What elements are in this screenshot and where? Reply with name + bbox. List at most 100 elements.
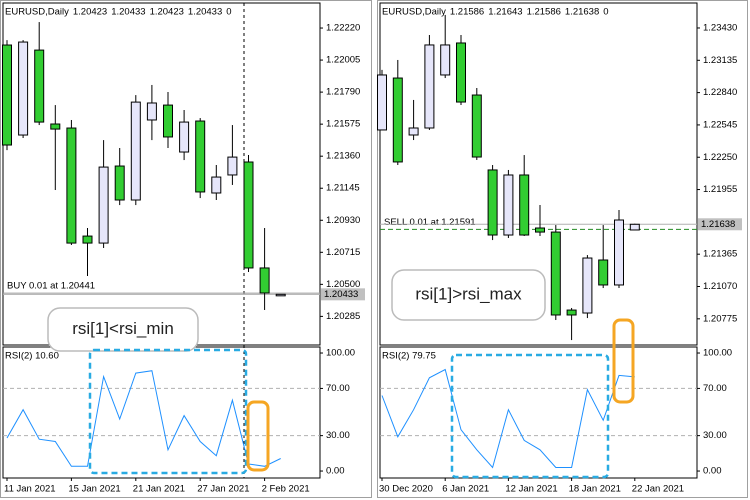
candle-body	[211, 176, 222, 194]
x-tick-label: 21 Jan 2021	[133, 484, 185, 495]
y-tick-label: 1.21365	[703, 249, 737, 260]
y-tick-label: 1.21145	[326, 183, 360, 194]
candle-body	[146, 102, 157, 121]
y-tick-label: 1.21790	[326, 87, 360, 98]
x-tick-label: 11 Jan 2021	[4, 484, 56, 495]
candle-body	[259, 267, 270, 294]
x-tick-label: 18 Jan 2021	[569, 484, 621, 495]
candle-body	[550, 231, 561, 316]
candle-body	[18, 41, 29, 136]
candle-body	[535, 227, 545, 233]
x-tick-label: 2 Feb 2021	[262, 484, 310, 495]
header-value: 1.21643	[488, 7, 522, 18]
candle-body	[66, 127, 77, 244]
indicator-title: RSI(2) 79.75	[382, 351, 436, 362]
candle-body	[392, 77, 403, 163]
candle-body	[275, 293, 286, 297]
y-tick-label: 30.00	[326, 430, 350, 441]
x-tick-label: 15 Jan 2021	[68, 484, 120, 495]
candle-body	[195, 120, 206, 193]
y-tick-label: 1.21070	[703, 281, 737, 292]
highlight-box	[450, 353, 610, 479]
y-tick-label: 1.22220	[326, 23, 360, 34]
candle-body	[424, 44, 435, 129]
y-tick-label: 1.22545	[703, 119, 737, 130]
candle-body	[629, 223, 640, 231]
x-tick-label: 12 Jan 2021	[505, 484, 557, 495]
header-value: 1.20433	[188, 7, 222, 18]
header-value: 1.20423	[73, 7, 107, 18]
y-tick-label: 100.00	[703, 348, 732, 359]
x-tick-label: 6 Jan 2021	[442, 484, 489, 495]
y-tick-label: 100.00	[326, 348, 355, 359]
highlight-marker	[246, 400, 270, 472]
candle-body	[50, 123, 61, 130]
y-tick-label: 0.00	[703, 466, 722, 477]
indicator-panel	[379, 346, 698, 479]
header-symbol: EURUSD,Daily	[382, 7, 446, 18]
y-tick-label: 1.20715	[326, 247, 360, 258]
candle-body	[243, 161, 254, 269]
highlight-marker	[612, 318, 635, 404]
indicator-line	[381, 368, 635, 469]
header-value: 1.20433	[111, 7, 145, 18]
x-tick-label: 22 Jan 2021	[632, 484, 684, 495]
indicator-title: RSI(2) 10.60	[5, 351, 59, 362]
header-value: 1.21638	[565, 7, 599, 18]
y-tick-label: 1.23135	[703, 55, 737, 66]
y-tick-label: 70.00	[326, 383, 350, 394]
annotation: rsi[1]>rsi_max	[415, 284, 522, 303]
y-tick-label: 1.21360	[326, 151, 360, 162]
y-tick-label: 1.22250	[703, 152, 737, 163]
candle-body	[179, 121, 190, 153]
y-tick-label: 1.23430	[703, 22, 737, 33]
candle-body	[34, 49, 45, 123]
y-tick-label: 1.22840	[703, 87, 737, 98]
candle-body	[114, 165, 125, 201]
candle-body	[614, 219, 624, 286]
price-tag-label: 1.20433	[324, 289, 358, 300]
candle-body	[566, 309, 577, 316]
candle-body	[519, 174, 530, 236]
candle-body	[598, 259, 609, 286]
candle-body	[487, 169, 498, 236]
header-value: 1.21586	[450, 7, 484, 18]
header-value: 0	[226, 7, 231, 18]
y-tick-label: 70.00	[703, 383, 727, 394]
candle-body	[2, 44, 12, 146]
y-tick-label: 0.00	[326, 466, 345, 477]
order-label: SELL 0.01 at 1.21591	[384, 217, 476, 228]
candle-body	[582, 257, 593, 314]
candle-body	[130, 101, 141, 201]
annotation: rsi[1]<rsi_min	[72, 319, 174, 338]
candle-body	[82, 235, 93, 244]
header-value: 0	[603, 7, 608, 18]
price-tag-label: 1.21638	[701, 219, 735, 230]
order-label: BUY 0.01 at 1.20441	[7, 281, 95, 292]
indicator-line	[6, 370, 281, 467]
candle-body	[227, 156, 238, 176]
window-frame	[0, 0, 372, 498]
x-tick-label: 30 Dec 2020	[379, 484, 433, 495]
y-tick-label: 1.20930	[326, 215, 360, 226]
header-symbol: EURUSD,Daily	[5, 7, 69, 18]
y-tick-label: 1.20775	[703, 313, 737, 324]
x-tick-label: 27 Jan 2021	[197, 484, 249, 495]
highlight-box	[88, 348, 248, 475]
candle-body	[471, 94, 482, 158]
header-value: 1.20423	[150, 7, 184, 18]
price-tag	[698, 218, 742, 231]
candle-body	[98, 166, 109, 244]
y-tick-label: 1.20285	[326, 311, 360, 322]
annotation-box	[47, 307, 199, 352]
price-panel	[379, 2, 698, 346]
candle-body	[456, 42, 466, 103]
annotation-box	[391, 269, 546, 321]
window-frame	[377, 0, 748, 498]
candle-body	[440, 44, 451, 76]
y-tick-label: 1.20500	[326, 279, 360, 290]
candle-body	[163, 104, 173, 138]
y-tick-label: 30.00	[703, 430, 727, 441]
candle-body	[377, 74, 387, 131]
